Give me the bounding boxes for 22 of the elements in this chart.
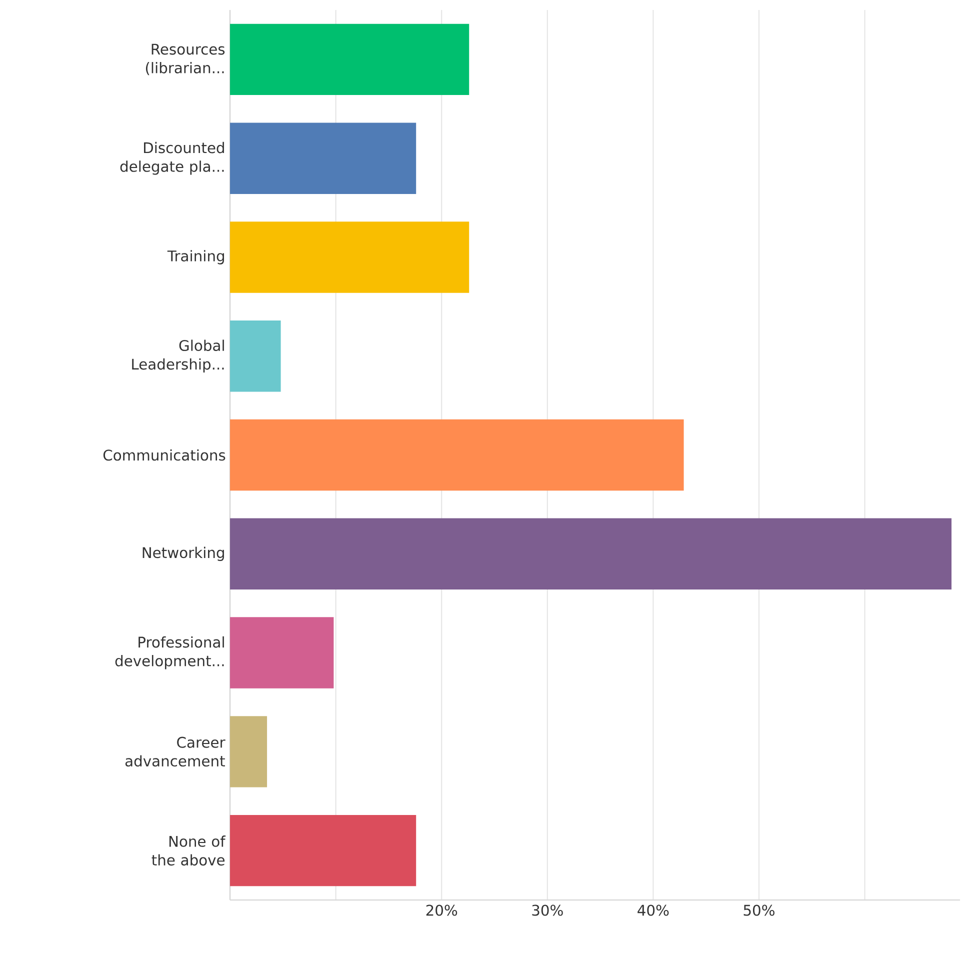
x-tick-label: 50%: [744, 904, 774, 916]
y-tick-label: Networking: [142, 546, 224, 561]
bar: [230, 716, 268, 788]
x-tick-label: 40%: [638, 904, 669, 916]
bar: [230, 222, 470, 293]
bar: [230, 617, 334, 688]
x-tick-label: 30%: [532, 904, 563, 916]
bar: [230, 24, 470, 96]
bar: [230, 122, 416, 194]
bar: [230, 320, 281, 392]
y-tick-label: Career advancement: [125, 736, 226, 767]
bar: [230, 419, 684, 491]
y-tick-label: Professional development...: [115, 636, 224, 670]
y-tick-label: Resources (librarian...: [146, 44, 225, 76]
y-tick-label: Training: [167, 250, 224, 264]
bar: [230, 814, 416, 886]
y-tick-label: Discounted delegate pla...: [120, 142, 224, 175]
x-tick-label: 20%: [426, 904, 458, 916]
y-tick-label: Global Leadership...: [132, 340, 224, 373]
y-tick-label: Communications: [103, 449, 226, 461]
bar: [230, 518, 952, 590]
y-tick-label: None of the above: [152, 836, 226, 866]
